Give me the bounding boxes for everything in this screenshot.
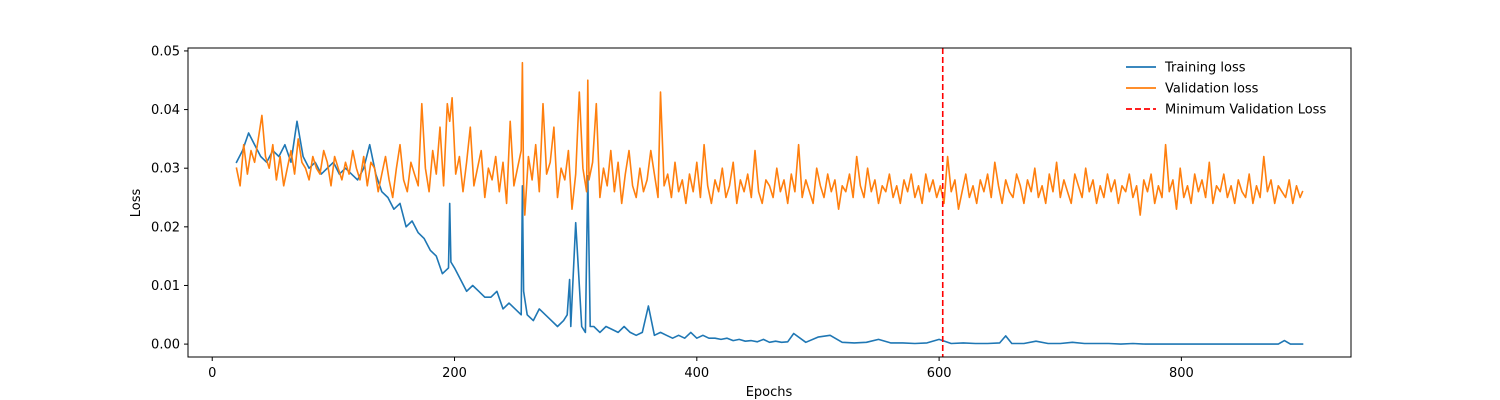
series-line-validation-loss (235, 61, 1304, 216)
x-tick-label: 0 (208, 366, 216, 381)
legend-label: Validation loss (1165, 82, 1259, 97)
y-tick-label: 0.02 (151, 220, 180, 235)
y-tick-label: 0.00 (151, 338, 180, 353)
x-tick-label: 400 (684, 366, 709, 381)
y-tick-label: 0.01 (151, 279, 180, 294)
y-axis-ticks: 0.00 0.01 0.02 0.03 0.04 0.05 (151, 44, 188, 353)
y-tick-label: 0.05 (151, 44, 180, 59)
series-line-training-loss (235, 120, 1304, 345)
plot-area-frame (187, 47, 1352, 358)
x-tick-label: 600 (927, 366, 952, 381)
y-tick-label: 0.04 (151, 103, 180, 118)
x-tick-label: 800 (1169, 366, 1194, 381)
x-axis-label: Epochs (746, 385, 793, 400)
x-axis-ticks: 0 200 400 600 800 (208, 357, 1194, 381)
y-tick-label: 0.03 (151, 162, 180, 177)
legend-label: Training loss (1164, 61, 1246, 76)
series-layer (235, 61, 1304, 345)
y-axis-label: Loss (129, 189, 144, 218)
x-tick-label: 200 (442, 366, 467, 381)
legend-label: Minimum Validation Loss (1165, 103, 1326, 118)
legend: Training loss Validation loss Minimum Vali… (1126, 61, 1326, 118)
